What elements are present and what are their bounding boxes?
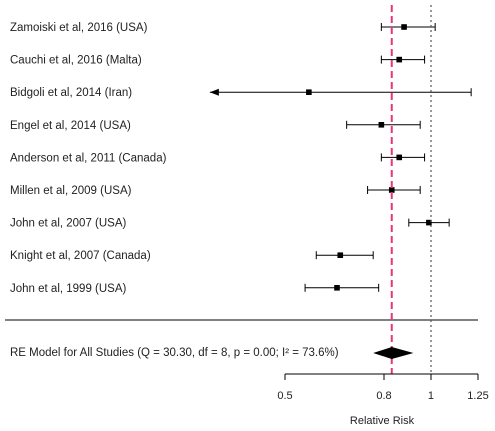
study-label: John et al, 2007 (USA) <box>10 218 127 230</box>
summary-label: RE Model for All Studies (Q = 30.30, df … <box>10 347 339 359</box>
summary-diamond <box>373 347 414 359</box>
study-label: Zamoiski et al, 2016 (USA) <box>10 22 148 34</box>
study-rows: Zamoiski et al, 2016 (USA) Cauchi et al, … <box>10 22 472 295</box>
study-label: Anderson et al, 2011 (Canada) <box>10 152 167 164</box>
study-label: Knight et al, 2007 (Canada) <box>10 250 151 262</box>
x-tick-label: 0.5 <box>277 390 292 402</box>
point-estimate <box>401 24 407 30</box>
point-estimate <box>388 187 395 193</box>
point-estimate <box>378 122 385 128</box>
study-label: Bidgoli et al, 2014 (Iran) <box>10 87 132 99</box>
x-axis-title: Relative Risk <box>350 415 415 427</box>
study-label: Cauchi et al, 2016 (Malta) <box>10 55 142 67</box>
study-label: John et al, 1999 (USA) <box>10 283 127 295</box>
ci-arrow <box>209 88 219 96</box>
point-estimate <box>337 252 344 258</box>
x-tick-label: 1.25 <box>467 390 488 402</box>
x-tick-label: 1 <box>428 390 434 402</box>
point-estimate <box>426 219 432 226</box>
study-label: Engel et al, 2014 (USA) <box>10 120 131 132</box>
point-estimate <box>396 154 403 161</box>
x-axis: 0.5 0.8 1 1.25 <box>277 373 489 402</box>
x-tick-label: 0.8 <box>376 390 391 402</box>
point-estimate <box>334 285 340 291</box>
point-estimate <box>396 56 403 63</box>
study-label: Millen et al, 2009 (USA) <box>10 185 132 197</box>
point-estimate <box>306 89 312 95</box>
